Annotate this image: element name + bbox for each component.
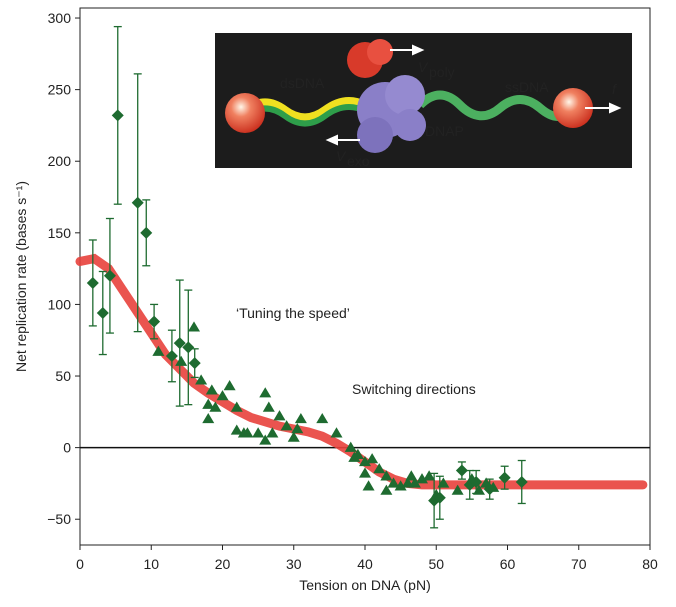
- x-axis-title: Tension on DNA (pN): [299, 577, 431, 593]
- triangle-point: [359, 467, 371, 478]
- triangle-point: [344, 441, 357, 452]
- diamond-point: [111, 109, 124, 122]
- x-tick-label: 80: [642, 556, 658, 572]
- diamond-point: [515, 475, 528, 488]
- y-tick-label: 200: [48, 153, 72, 169]
- x-tick-label: 50: [428, 556, 444, 572]
- triangle-point: [362, 480, 375, 491]
- triangle-point: [380, 484, 393, 495]
- triangle-point: [273, 410, 286, 421]
- annotation: ‘Tuning the speed’: [236, 305, 350, 321]
- triangle-point: [351, 448, 364, 459]
- triangle-point: [394, 480, 407, 491]
- ssdna-strand: [416, 90, 574, 121]
- diamond-point: [148, 315, 161, 328]
- triangle-point: [405, 470, 418, 481]
- diamond-point: [103, 269, 116, 282]
- bead: [553, 88, 593, 128]
- triangle-point: [266, 427, 279, 438]
- x-tick-label: 10: [143, 556, 159, 572]
- inset-label: V: [336, 148, 347, 164]
- triangle-point: [330, 427, 343, 438]
- triangle-point: [359, 455, 371, 467]
- diamond-point: [433, 491, 446, 504]
- triangle-point: [223, 380, 236, 391]
- triangle-point: [195, 374, 208, 385]
- triangle-point: [366, 453, 379, 464]
- triangle-point: [259, 387, 272, 398]
- triangle-point: [259, 434, 272, 445]
- diamond-point: [182, 341, 195, 354]
- triangle-point: [152, 345, 165, 356]
- y-tick-label: 50: [55, 368, 71, 384]
- diamond-point: [455, 464, 468, 477]
- triangle-point: [287, 431, 300, 442]
- inset-label: f: [612, 81, 618, 97]
- diamond-point: [165, 349, 178, 362]
- y-tick-label: 150: [48, 225, 72, 241]
- triangle-point: [241, 427, 254, 438]
- triangle-point: [416, 473, 428, 484]
- y-axis-title: Net replication rate (bases s⁻¹): [13, 181, 29, 372]
- annotation: Switching directions: [352, 381, 476, 397]
- diamond-point: [498, 471, 511, 484]
- diamond-point: [96, 307, 109, 320]
- diamond-point: [140, 226, 153, 239]
- triangle-point: [373, 463, 386, 474]
- triangle-point: [294, 412, 307, 424]
- x-tick-label: 20: [215, 556, 231, 572]
- triangle-point: [202, 398, 215, 409]
- diamond-point: [131, 196, 144, 209]
- triangle-point: [380, 470, 393, 481]
- inset-label: DNAP: [425, 123, 464, 139]
- inset-label: dsDNA: [280, 75, 325, 91]
- y-tick-label: 0: [63, 440, 71, 456]
- x-tick-label: 0: [76, 556, 84, 572]
- triangle-point: [408, 477, 421, 488]
- triangle-point: [230, 424, 243, 435]
- triangle-point: [262, 401, 275, 412]
- triangle-point: [216, 390, 229, 401]
- triangle-point: [188, 321, 200, 332]
- bead: [225, 93, 265, 133]
- triangle-point: [175, 355, 188, 366]
- y-tick-label: −50: [47, 511, 71, 527]
- triangle-point: [316, 412, 329, 424]
- polymerase: [347, 39, 426, 153]
- fit-curve: [75, 253, 648, 490]
- diamond-point: [188, 357, 201, 370]
- triangle-point: [280, 420, 293, 431]
- diamond-point: [173, 337, 186, 350]
- y-tick-label: 100: [48, 296, 72, 312]
- inset-label: poly: [429, 64, 455, 80]
- x-tick-label: 40: [357, 556, 373, 572]
- triangle-point: [205, 384, 218, 395]
- x-tick-label: 60: [500, 556, 516, 572]
- triangle-point: [202, 412, 215, 424]
- triangle-point: [451, 484, 464, 495]
- triangle-point: [252, 427, 265, 438]
- inset-label: V: [418, 59, 429, 75]
- y-tick-label: 300: [48, 10, 72, 26]
- triangle-point: [209, 401, 222, 412]
- diamond-point: [470, 475, 483, 488]
- x-tick-label: 70: [571, 556, 587, 572]
- inset-label: ssDNA: [505, 79, 549, 95]
- inset-label: exo: [347, 153, 370, 169]
- triangle-point: [387, 477, 400, 488]
- arrows: [325, 44, 622, 146]
- triangle-point: [230, 401, 243, 412]
- triangle-point: [423, 470, 436, 481]
- x-tick-label: 30: [286, 556, 302, 572]
- y-tick-label: 250: [48, 82, 72, 98]
- triangle-point: [291, 423, 304, 434]
- diamond-point: [483, 483, 496, 496]
- diamond-point: [86, 276, 99, 289]
